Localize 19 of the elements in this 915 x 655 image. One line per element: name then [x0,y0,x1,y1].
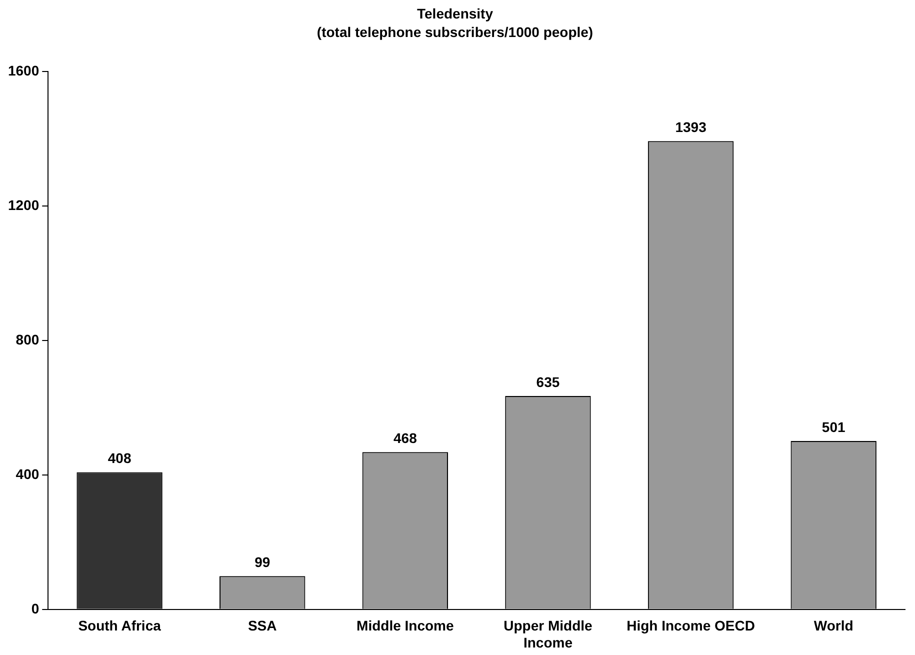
y-tick-label: 1200 [8,196,40,213]
x-tick-label: High Income OECD [626,618,755,634]
x-tick-label: South Africa [78,618,162,634]
y-tick-label: 800 [16,331,40,348]
chart-title: Teledensity [417,5,494,22]
data-label: 635 [536,374,560,390]
y-tick-label: 0 [31,600,40,616]
data-label: 468 [393,430,418,446]
data-label: 408 [108,450,132,466]
x-tick-label: World [814,618,854,634]
x-tick-label: SSA [248,618,277,634]
data-label: 501 [822,418,846,435]
y-tick-label: 1600 [8,62,40,78]
x-tick-label: Upper Middle Income [504,618,593,650]
data-label: 1393 [675,119,707,136]
y-tick-label: 400 [16,466,40,482]
x-tick-label: Middle Income [356,618,454,634]
data-label: 99 [254,554,270,570]
chart-subtitle: (total telephone subscribers/1000 people) [316,24,594,40]
